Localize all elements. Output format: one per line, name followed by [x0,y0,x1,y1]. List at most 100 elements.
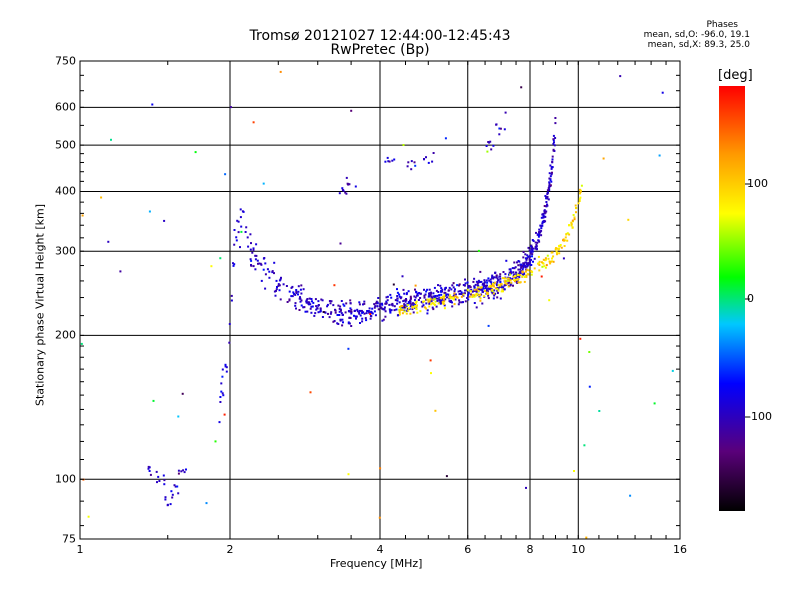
echo-point [523,280,526,283]
axis-ticks [79,60,681,539]
echo-point [420,300,423,303]
echo-point [529,250,532,253]
echo-point [579,189,582,192]
echo-point [427,300,430,303]
echo-point [380,306,383,309]
echo-point [371,307,374,310]
echo-point [490,148,493,151]
echo-point [148,210,151,213]
echo-point [506,280,509,282]
echo-point [496,289,499,292]
echo-point [350,109,353,112]
echo-point [308,301,311,304]
echo-point [546,254,549,257]
echo-point [342,189,345,192]
echo-point [255,254,258,257]
echo-point [302,306,305,309]
echo-point [342,313,344,316]
echo-point [436,299,439,302]
echo-point [299,288,302,291]
echo-point [493,289,496,292]
echo-point [329,302,332,305]
echo-point [343,304,346,307]
echo-point [339,305,342,308]
echo-point [219,401,222,403]
echo-point [386,295,389,298]
echo-point [548,172,551,175]
echo-point [496,296,499,299]
echo-point [342,321,344,324]
echo-point [483,282,486,285]
y-tick-label: 500 [55,138,76,152]
echo-point [439,284,442,287]
echo-point [534,247,537,250]
echo-point [547,257,550,260]
echo-point [511,267,514,270]
echo-point [286,301,289,303]
echo-point [566,239,569,242]
echo-point [548,260,551,263]
echo-point [297,285,300,288]
echo-point [252,265,255,268]
echo-point [426,309,429,312]
echo-point [375,300,378,303]
echo-point [468,285,471,288]
echo-point [471,294,474,297]
echo-point [427,161,430,164]
echo-point [401,309,404,312]
echo-point [578,200,581,202]
echo-point [348,183,351,186]
echo-point [510,281,513,284]
y-tick-label: 300 [55,244,76,258]
echo-point [477,287,480,290]
echo-point [527,246,530,249]
echo-point [308,297,311,300]
echo-point [480,280,483,283]
echo-point [479,299,482,302]
echo-point [485,288,488,291]
echo-point [497,284,500,287]
echo-point [329,312,332,315]
echo-point [425,290,428,293]
echo-point [504,282,507,285]
echo-point [423,158,425,161]
y-tick-label: 600 [55,100,76,114]
echo-point [423,288,425,291]
colorbar-tick-neg100: -100 [747,410,772,423]
echo-point [393,158,396,161]
echo-point [260,263,263,266]
echo-point [512,284,514,287]
echo-point [533,267,536,270]
echo-point [225,366,228,369]
echo-point [313,314,316,317]
echo-point [275,288,278,291]
echo-point [224,363,227,366]
echo-point [230,299,233,302]
echo-point [463,292,466,295]
echo-point [258,262,261,265]
echo-point [350,312,353,315]
echo-point [250,259,253,262]
echo-point [339,319,342,322]
echo-point [451,284,454,287]
echo-point [444,287,447,290]
echo-point [539,230,541,233]
echo-point [389,311,392,314]
echo-point [546,196,549,198]
echo-point [531,239,534,241]
echo-point [527,255,530,258]
echo-point [349,307,352,310]
echo-point [531,253,534,256]
echo-point [181,392,184,395]
echo-point [423,296,426,299]
echo-point [385,296,388,299]
echo-point [233,243,236,246]
echo-point [444,137,447,140]
echo-point [406,303,409,306]
echo-point [268,270,271,273]
echo-point [430,295,433,298]
echo-point [379,303,382,306]
echo-point [571,219,574,222]
echo-point [550,180,553,183]
echo-point [382,318,385,321]
